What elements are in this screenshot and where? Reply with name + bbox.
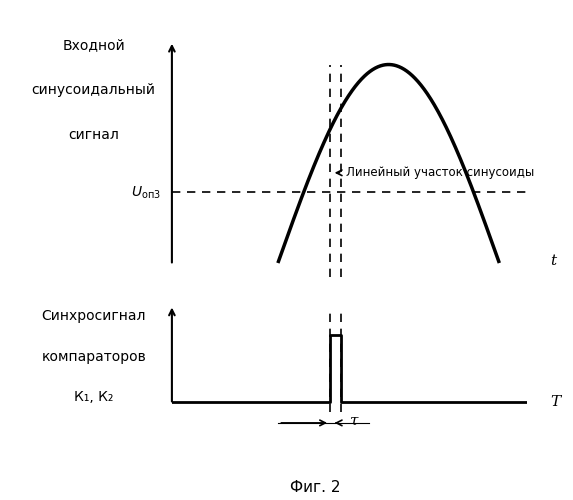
Text: Синхросигнал: Синхросигнал xyxy=(41,309,146,323)
Text: t: t xyxy=(550,254,556,268)
Text: К₁, К₂: К₁, К₂ xyxy=(74,390,113,404)
Text: Фиг. 2: Фиг. 2 xyxy=(290,480,340,495)
Text: τ: τ xyxy=(350,414,358,428)
Text: компараторов: компараторов xyxy=(41,350,146,364)
Text: сигнал: сигнал xyxy=(68,128,119,142)
Text: синусоидальный: синусоидальный xyxy=(32,83,156,97)
Text: T: T xyxy=(550,396,560,409)
Text: Линейный участок синусоиды: Линейный участок синусоиды xyxy=(346,166,534,179)
Text: Входной: Входной xyxy=(62,38,125,52)
Text: $U_{\mathrm{оп3}}$: $U_{\mathrm{оп3}}$ xyxy=(131,184,161,200)
